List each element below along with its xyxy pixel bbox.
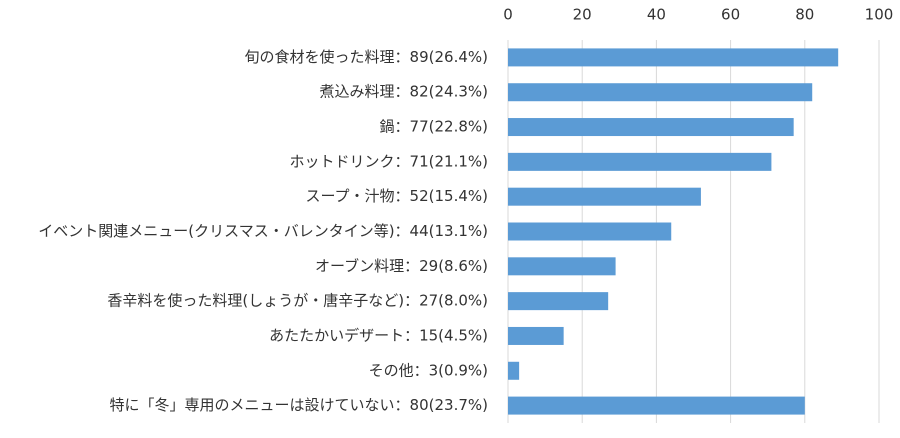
y-tick-label: 特に「冬」専用のメニューは設けていない：80(23.7%) <box>110 396 488 414</box>
x-tick-label: 100 <box>865 6 894 24</box>
bar <box>508 257 616 276</box>
x-tick-label: 40 <box>647 6 666 24</box>
bar <box>508 222 672 241</box>
y-tick-label: その他：3(0.9%) <box>369 361 488 379</box>
y-tick-label: 旬の食材を使った料理：89(26.4%) <box>245 48 488 66</box>
bar <box>508 326 564 345</box>
bar <box>508 48 839 67</box>
bar <box>508 187 701 206</box>
y-tick-label: イベント関連メニュー(クリスマス・バレンタイン等)：44(13.1%) <box>38 222 488 240</box>
bar <box>508 83 813 102</box>
x-tick-label: 60 <box>721 6 740 24</box>
x-tick-label: 80 <box>795 6 814 24</box>
y-tick-label: スープ・汁物：52(15.4%) <box>305 187 488 205</box>
y-tick-label: ホットドリンク：71(21.1%) <box>290 152 488 170</box>
y-tick-label: 煮込み料理：82(24.3%) <box>320 83 488 101</box>
y-tick-label: 鍋：77(22.8%) <box>380 118 488 136</box>
y-tick-label: オーブン料理：29(8.6%) <box>315 257 488 275</box>
y-tick-label: 香辛料を使った料理(しょうが・唐辛子など)：27(8.0%) <box>107 292 488 310</box>
bar <box>508 152 772 171</box>
bar <box>508 292 609 311</box>
y-tick-label: あたたかいデザート：15(4.5%) <box>269 326 488 344</box>
bar <box>508 118 794 137</box>
x-tick-label: 20 <box>573 6 592 24</box>
bar <box>508 361 520 380</box>
bar <box>508 396 805 415</box>
x-tick-label: 0 <box>503 6 513 24</box>
